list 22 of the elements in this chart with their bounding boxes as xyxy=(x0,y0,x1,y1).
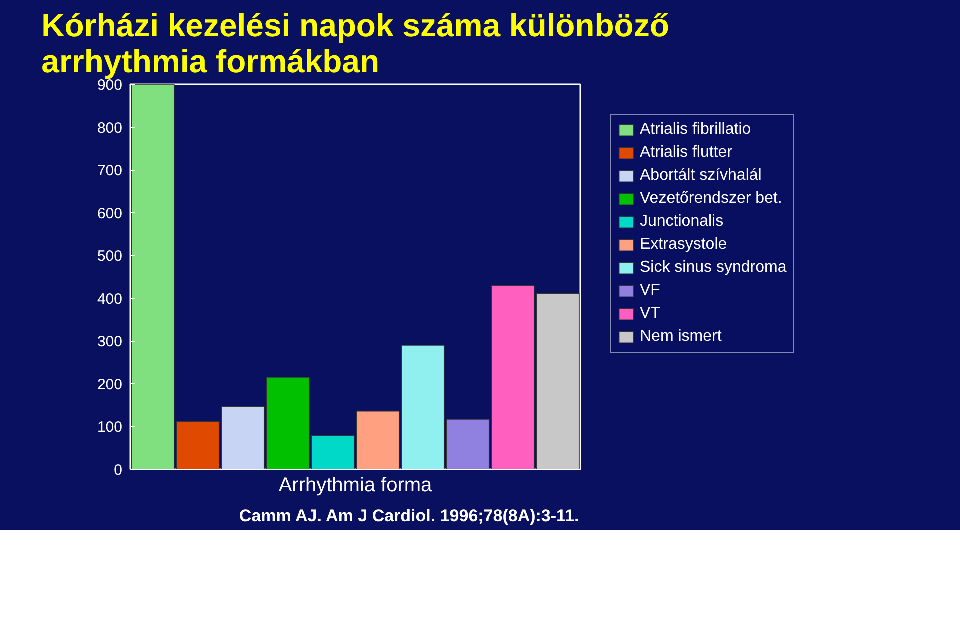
legend-label: Extrasystole xyxy=(640,236,728,254)
y-tick-label: 100 xyxy=(97,419,123,436)
legend-label: Junctionalis xyxy=(640,213,724,231)
y-tick-label: 600 xyxy=(97,205,123,222)
legend-label: Atrialis fibrillatio xyxy=(640,121,752,139)
legend-label: Abortált szívhalál xyxy=(640,167,762,185)
x-axis-title: Arrhythmia forma xyxy=(278,474,434,496)
y-tick-label: 0 xyxy=(114,462,122,479)
y-tick-label: 700 xyxy=(97,162,123,180)
legend-label: Vezetőrendszer bet. xyxy=(640,190,782,208)
y-tick-label: 200 xyxy=(97,376,123,394)
y-tick-label: 800 xyxy=(97,120,123,137)
y-tick-label: 500 xyxy=(97,248,123,266)
y-tick-label: 300 xyxy=(97,334,123,351)
legend-label: Sick sinus syndroma xyxy=(640,259,787,277)
text: Camm AJ. Am J Cardiol. 1996;78(8A):3-11. xyxy=(239,506,580,526)
y-tick-label: 400 xyxy=(97,290,123,308)
chart-title: Kórházi kezelési napok száma különböző arrhythmia formákban xyxy=(42,8,670,80)
legend-label: Nem ismert xyxy=(640,328,722,346)
legend-label: VF xyxy=(640,282,660,300)
legend-label: VT xyxy=(640,305,660,323)
legend-label: Atrialis flutter xyxy=(640,144,732,162)
